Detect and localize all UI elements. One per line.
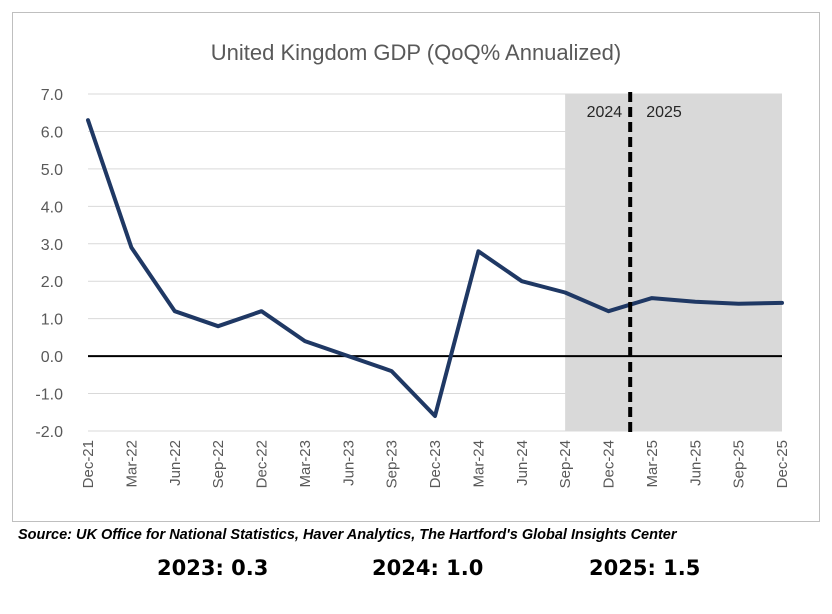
y-tick-label: -2.0: [35, 424, 63, 441]
x-tick-label: Dec-24: [601, 440, 618, 488]
x-tick-label: Sep-22: [210, 440, 227, 488]
y-tick-label: 4.0: [41, 199, 63, 216]
annual-average-2023: 2023: 0.3: [157, 556, 269, 580]
x-tick-label: Dec-22: [254, 440, 271, 488]
y-tick-label: 2.0: [41, 274, 63, 291]
x-tick-label: Dec-23: [427, 440, 444, 488]
x-tick-label: Mar-23: [297, 440, 314, 488]
forecast-shading: [565, 94, 782, 431]
y-tick-label: 3.0: [41, 237, 63, 254]
annual-average-2025: 2025: 1.5: [589, 556, 701, 580]
chart-title: United Kingdom GDP (QoQ% Annualized): [211, 40, 621, 65]
x-tick-label: Sep-23: [384, 440, 401, 488]
x-tick-label: Mar-22: [123, 440, 140, 488]
period-label-2025: 2025: [646, 104, 682, 121]
x-tick-label: Jun-24: [514, 440, 531, 486]
y-tick-label: 1.0: [41, 312, 63, 329]
x-tick-label: Mar-25: [644, 440, 661, 488]
x-tick-label: Jun-22: [167, 440, 184, 486]
gdp-line-chart: 7.0 6.0 5.0 4.0 3.0 2.0 1.0 0.0 -1.0 -2.0 Dec-21 Ma…: [35, 40, 791, 488]
x-tick-label: Dec-21: [80, 440, 97, 488]
x-tick-label: Sep-25: [731, 440, 748, 488]
y-tick-label: 5.0: [41, 162, 63, 179]
source-note: Source: UK Office for National Statistic…: [18, 527, 677, 543]
y-tick-label: 7.0: [41, 87, 63, 104]
y-tick-label: 0.0: [41, 349, 63, 366]
period-label-2024: 2024: [587, 104, 623, 121]
x-tick-label: Sep-24: [557, 440, 574, 488]
x-tick-label: Jun-23: [340, 440, 357, 486]
x-tick-label: Dec-25: [774, 440, 791, 488]
y-tick-label: 6.0: [41, 124, 63, 141]
chart-frame: 7.0 6.0 5.0 4.0 3.0 2.0 1.0 0.0 -1.0 -2.0 Dec-21 Ma…: [12, 12, 820, 522]
annual-average-2024: 2024: 1.0: [372, 556, 484, 580]
x-tick-label: Mar-24: [470, 440, 487, 488]
y-tick-label: -1.0: [35, 387, 63, 404]
x-tick-label: Jun-25: [687, 440, 704, 486]
